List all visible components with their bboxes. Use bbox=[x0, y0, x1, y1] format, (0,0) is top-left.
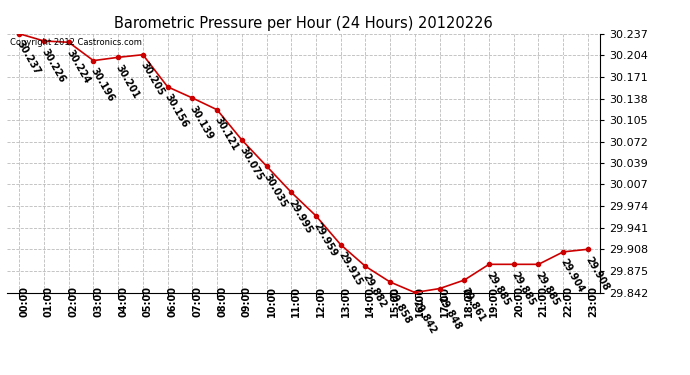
Text: 30.205: 30.205 bbox=[139, 60, 166, 98]
Text: Copyright 2012 Castronics.com: Copyright 2012 Castronics.com bbox=[10, 38, 141, 46]
Text: 30.121: 30.121 bbox=[213, 115, 240, 153]
Text: 30.226: 30.226 bbox=[39, 46, 67, 84]
Text: 29.858: 29.858 bbox=[386, 288, 413, 325]
Text: 29.959: 29.959 bbox=[311, 221, 339, 259]
Text: 30.196: 30.196 bbox=[89, 66, 117, 104]
Text: 29.885: 29.885 bbox=[509, 270, 537, 308]
Text: 30.224: 30.224 bbox=[64, 48, 92, 85]
Text: 29.882: 29.882 bbox=[361, 272, 388, 309]
Text: 29.885: 29.885 bbox=[534, 270, 562, 308]
Text: 29.904: 29.904 bbox=[559, 258, 586, 295]
Text: 30.035: 30.035 bbox=[262, 172, 289, 209]
Text: 30.156: 30.156 bbox=[163, 92, 190, 130]
Text: 29.908: 29.908 bbox=[584, 255, 611, 292]
Text: 30.075: 30.075 bbox=[237, 146, 265, 183]
Text: 30.237: 30.237 bbox=[14, 39, 42, 77]
Title: Barometric Pressure per Hour (24 Hours) 20120226: Barometric Pressure per Hour (24 Hours) … bbox=[115, 16, 493, 31]
Text: 29.848: 29.848 bbox=[435, 294, 462, 332]
Text: 29.861: 29.861 bbox=[460, 286, 487, 323]
Text: 29.842: 29.842 bbox=[411, 298, 438, 336]
Text: 30.139: 30.139 bbox=[188, 104, 215, 141]
Text: 30.201: 30.201 bbox=[114, 63, 141, 100]
Text: 29.995: 29.995 bbox=[287, 198, 314, 235]
Text: 29.885: 29.885 bbox=[484, 270, 512, 308]
Text: 29.915: 29.915 bbox=[336, 250, 364, 288]
